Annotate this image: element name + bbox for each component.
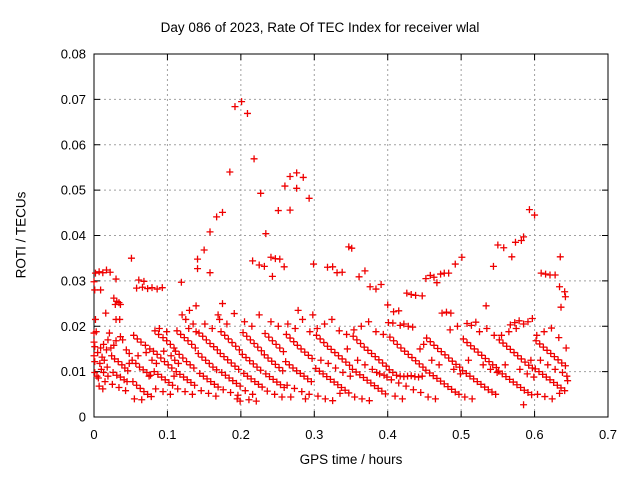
chart-title: Day 086 of 2023, Rate Of TEC Index for r…: [160, 20, 480, 35]
svg-text:0.04: 0.04: [61, 228, 86, 243]
tick-labels: 0 0.1 0.2 0.3 0.4 0.5 0.6 0.7 0 0.01 0.02 0.03 0.04 0…: [61, 47, 617, 443]
svg-text:0.4: 0.4: [379, 427, 397, 442]
svg-text:0: 0: [90, 427, 97, 442]
svg-text:0.3: 0.3: [305, 427, 323, 442]
gridlines: [94, 54, 608, 417]
svg-text:0.06: 0.06: [61, 137, 86, 152]
svg-text:0.02: 0.02: [61, 319, 86, 334]
svg-text:0.08: 0.08: [61, 47, 86, 62]
svg-text:0.05: 0.05: [61, 183, 86, 198]
data-points: [90, 98, 572, 409]
svg-text:0: 0: [79, 410, 86, 425]
svg-text:0.6: 0.6: [526, 427, 544, 442]
svg-text:0.01: 0.01: [61, 364, 86, 379]
svg-text:0.7: 0.7: [599, 427, 617, 442]
svg-text:0.1: 0.1: [158, 427, 176, 442]
x-axis-label: GPS time / hours: [299, 452, 403, 467]
svg-text:0.07: 0.07: [61, 92, 86, 107]
svg-text:0.03: 0.03: [61, 273, 86, 288]
svg-text:0.2: 0.2: [232, 427, 250, 442]
svg-text:0.5: 0.5: [452, 427, 470, 442]
axis-ticks: [93, 53, 609, 418]
